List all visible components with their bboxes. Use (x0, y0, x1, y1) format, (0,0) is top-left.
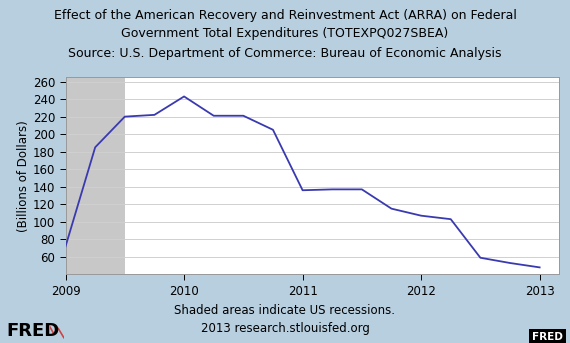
Text: Government Total Expenditures (TOTEXPQ027SBEA): Government Total Expenditures (TOTEXPQ02… (121, 27, 449, 40)
Text: Shaded areas indicate US recessions.: Shaded areas indicate US recessions. (174, 304, 396, 317)
Text: Effect of the American Recovery and Reinvestment Act (ARRA) on Federal: Effect of the American Recovery and Rein… (54, 9, 516, 22)
Text: FRED: FRED (532, 332, 563, 342)
Y-axis label: (Billions of Dollars): (Billions of Dollars) (17, 120, 30, 232)
Bar (66, 77, 125, 274)
Text: Source: U.S. Department of Commerce: Bureau of Economic Analysis: Source: U.S. Department of Commerce: Bur… (68, 47, 502, 60)
Text: FRED: FRED (7, 322, 60, 340)
Text: 2013 research.stlouisfed.org: 2013 research.stlouisfed.org (201, 322, 369, 335)
